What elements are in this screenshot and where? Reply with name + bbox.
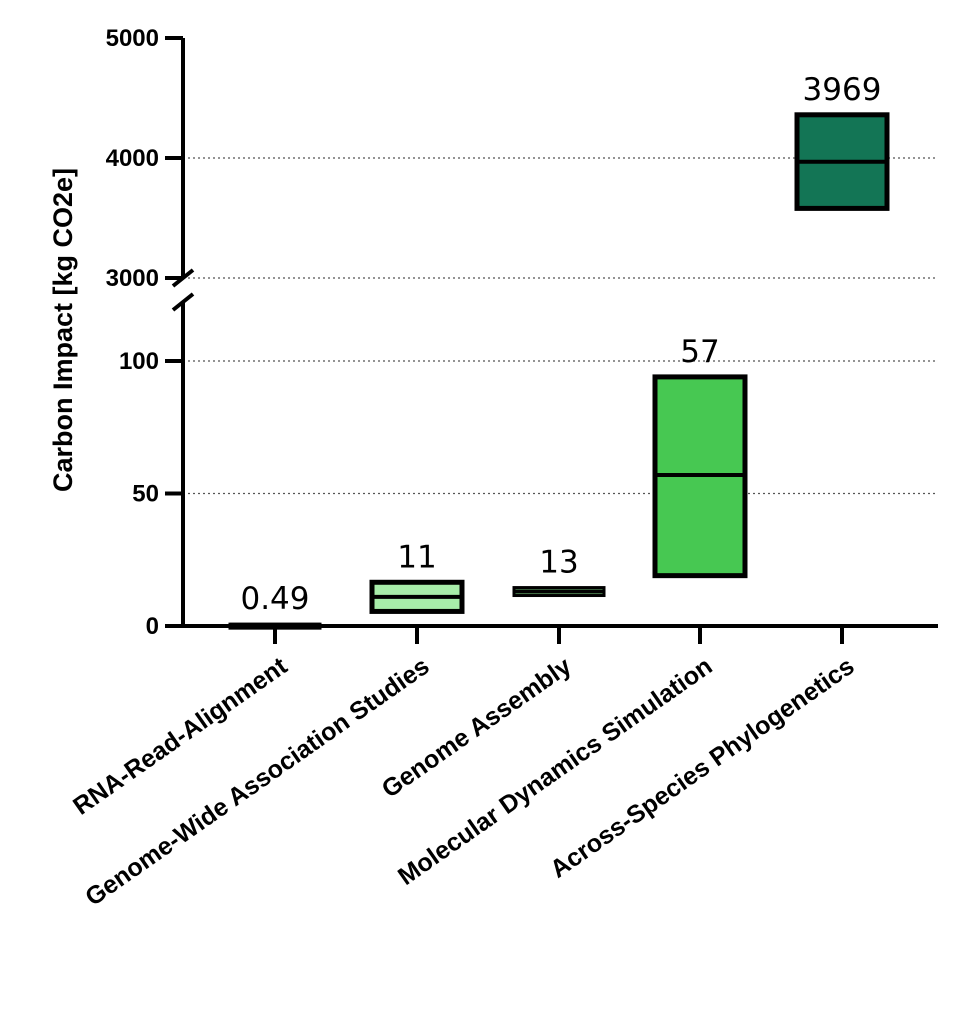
- y-tick-label: 5000: [106, 25, 159, 52]
- value-label-3: 57: [680, 334, 719, 370]
- value-label-1: 11: [397, 539, 436, 575]
- y-axis-label: Carbon Impact [kg CO2e]: [48, 168, 78, 492]
- y-tick-label: 100: [119, 348, 159, 375]
- axes: [165, 36, 938, 644]
- y-tick-label: 3000: [106, 265, 159, 292]
- gridlines: [183, 157, 938, 495]
- x-tick-label: Across-Species Phylogenetics: [545, 652, 859, 884]
- y-tick-label: 0: [146, 613, 159, 640]
- value-label-4: 3969: [803, 72, 882, 108]
- y-tick-label: 50: [132, 481, 159, 508]
- value-label-2: 13: [539, 545, 578, 581]
- y-tick-label: 4000: [106, 145, 159, 172]
- boxes: [228, 112, 890, 630]
- value-label-0: 0.49: [240, 581, 309, 617]
- axis-break-mark-lower: [171, 292, 195, 312]
